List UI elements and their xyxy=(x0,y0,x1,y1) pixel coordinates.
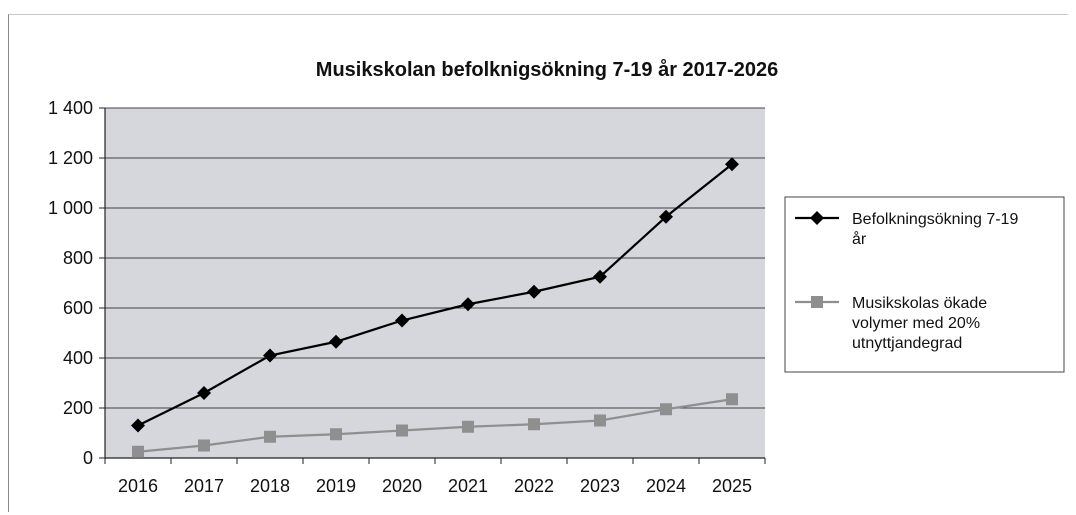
data-point xyxy=(462,420,474,433)
data-point xyxy=(659,209,673,224)
x-tick-label: 2020 xyxy=(382,476,422,496)
data-point xyxy=(263,348,277,363)
legend-box xyxy=(784,196,1065,373)
legend-label: år xyxy=(852,230,867,248)
x-tick-label: 2019 xyxy=(316,476,356,496)
legend: Befolkningsökning 7-19 år Musikskolas ökad… xyxy=(784,196,1065,373)
data-point xyxy=(461,297,475,312)
y-tick-label: 0 xyxy=(83,448,93,468)
data-point xyxy=(395,313,409,328)
legend-label: Befolkningsökning 7-19 xyxy=(852,211,1018,228)
y-tick-label: 600 xyxy=(63,298,93,318)
data-point xyxy=(198,439,210,452)
data-point xyxy=(132,445,144,458)
data-point xyxy=(660,403,672,416)
series-layer xyxy=(131,157,739,458)
series-line xyxy=(137,163,733,427)
series-line xyxy=(137,398,733,453)
x-tick-label: 2016 xyxy=(118,476,158,496)
chart-frame xyxy=(8,14,1068,512)
y-tick-label: 200 xyxy=(63,398,93,418)
data-point xyxy=(725,157,739,172)
series-befolkning xyxy=(131,157,739,433)
data-point xyxy=(197,386,211,400)
y-tick-label: 800 xyxy=(63,248,93,268)
x-tick-label: 2024 xyxy=(646,476,686,496)
data-point xyxy=(330,428,342,441)
x-tick-label: 2018 xyxy=(250,476,290,496)
axes: 0 200 400 600 800 1 000 1 200 1 400 2016 2017 2018… xyxy=(48,98,766,496)
plot-area xyxy=(105,108,765,458)
x-tick-label: 2023 xyxy=(580,476,620,496)
y-tick-label: 400 xyxy=(63,348,93,368)
data-point xyxy=(329,334,343,349)
legend-marker xyxy=(811,296,823,308)
data-point xyxy=(528,418,540,431)
data-point xyxy=(594,414,606,427)
y-tick-label: 1 200 xyxy=(48,148,93,168)
series-musikskola xyxy=(132,393,738,458)
y-tick-label: 1 000 xyxy=(48,198,93,218)
legend-label: utnyttjandegrad xyxy=(852,335,962,352)
data-point xyxy=(264,430,276,443)
data-point xyxy=(396,424,408,437)
legend-item-befolkning: Befolkningsökning 7-19 år xyxy=(795,211,1018,248)
x-tick-label: 2021 xyxy=(448,476,488,496)
data-point xyxy=(726,393,738,406)
legend-item-musikskola: Musikskolas ökade volymer med 20% utnyttja… xyxy=(795,295,987,352)
legend-label: volymer med 20% xyxy=(852,315,980,332)
x-tick-label: 2022 xyxy=(514,476,554,496)
legend-label: Musikskolas ökade xyxy=(852,295,987,312)
legend-marker xyxy=(810,211,824,225)
x-tick-label: 2025 xyxy=(712,476,752,496)
data-point xyxy=(593,269,607,284)
x-tick-label: 2017 xyxy=(184,476,224,496)
chart-title: Musikskolan befolknigsökning 7-19 år 201… xyxy=(316,58,778,81)
gridlines xyxy=(105,107,765,409)
y-tick-label: 1 400 xyxy=(48,98,93,118)
data-point xyxy=(131,418,145,433)
data-point xyxy=(527,284,541,299)
